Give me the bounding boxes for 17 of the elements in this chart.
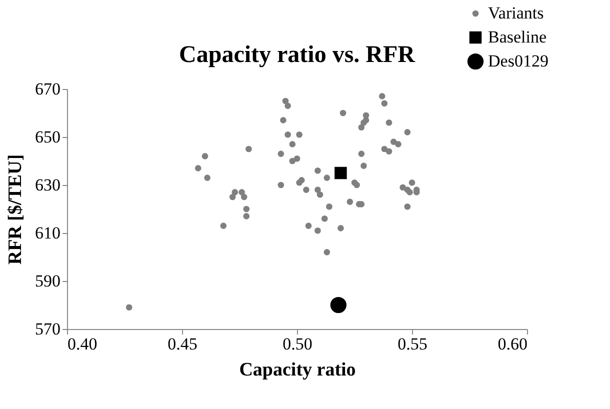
legend-label: Baseline bbox=[488, 28, 547, 46]
y-tick-label: 630 bbox=[35, 176, 60, 194]
chart-title: Capacity ratio vs. RFR bbox=[179, 42, 416, 68]
x-axis-title: Capacity ratio bbox=[239, 360, 356, 380]
x-tick-label: 0.40 bbox=[68, 334, 98, 354]
y-tick-label: 650 bbox=[35, 128, 60, 146]
x-tick-label: 0.60 bbox=[498, 334, 528, 354]
y-tick-label: 610 bbox=[35, 224, 60, 242]
y-tick-label: 570 bbox=[35, 320, 60, 338]
x-tick-label: 0.50 bbox=[282, 334, 312, 354]
x-tick-label: 0.55 bbox=[398, 334, 428, 354]
y-tick-label: 670 bbox=[35, 80, 60, 98]
y-axis-title: RFR [$/TEU] bbox=[5, 154, 26, 265]
x-tick-label: 0.45 bbox=[168, 334, 198, 354]
legend-label: Variants bbox=[488, 4, 544, 22]
y-tick-label: 590 bbox=[35, 272, 60, 290]
legend-label: Des0129 bbox=[488, 52, 548, 70]
